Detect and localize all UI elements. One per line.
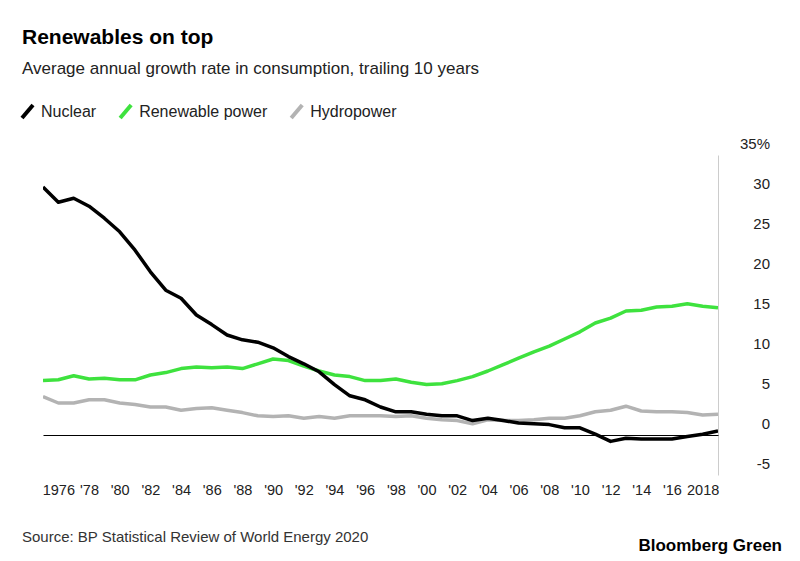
x-tick-label: '90 (264, 482, 283, 498)
y-tick: 5 (718, 375, 770, 396)
x-tick-label: '84 (172, 482, 191, 498)
x-tick-label: '04 (479, 482, 498, 498)
y-tick-label: -5 (757, 455, 770, 472)
legend-item: Nuclear (22, 103, 97, 120)
y-tick-label: 30 (753, 175, 770, 192)
x-tick: '94 (326, 435, 345, 498)
x-tick-label: '14 (632, 482, 651, 498)
series-line (43, 304, 718, 385)
y-tick: 0 (718, 415, 770, 436)
x-tick-label: '80 (111, 482, 130, 498)
x-tick-label: '06 (510, 482, 529, 498)
x-tick: '10 (571, 435, 590, 498)
y-tick: 35% (718, 135, 770, 156)
source: Source: BP Statistical Review of World E… (22, 528, 368, 545)
x-tick: '88 (233, 435, 252, 498)
x-tick-label: '88 (233, 482, 252, 498)
title: Renewables on top (22, 25, 213, 48)
x-tick-label: '78 (80, 482, 99, 498)
x-tick: 2018 (687, 435, 719, 498)
legend-label: Renewable power (139, 103, 268, 120)
y-tick: 10 (718, 335, 770, 356)
x-tick: '98 (387, 435, 406, 498)
legend-label: Hydropower (310, 103, 397, 120)
y-tick: 30 (718, 175, 770, 196)
x-tick-label: 1976 (43, 482, 75, 498)
x-tick: '84 (172, 435, 191, 498)
x-tick-label: 2018 (687, 482, 719, 498)
x-tick: '80 (111, 435, 130, 498)
y-tick-label: 0 (762, 415, 770, 432)
x-tick: '96 (356, 435, 375, 498)
x-axis: 1976 '78 '80 '82 '84 '86 '88 '90 '92 '94 '96 '98 '00… (43, 435, 720, 498)
x-tick-label: '16 (663, 482, 682, 498)
legend-item: Hydropower (291, 103, 397, 120)
x-tick-label: '02 (448, 482, 467, 498)
legend-swatch (22, 105, 33, 118)
x-tick: '90 (264, 435, 283, 498)
y-tick-label: 20 (753, 255, 770, 272)
chart: Renewables on top Average annual growth r… (0, 0, 800, 561)
legend-label: Nuclear (41, 103, 97, 120)
x-tick: '12 (602, 435, 621, 498)
y-tick: 20 (718, 255, 770, 276)
y-axis: -5 0 5 10 15 20 25 30 35% (718, 135, 770, 476)
y-tick: 25 (718, 215, 770, 236)
x-tick-label: '82 (141, 482, 160, 498)
y-tick-label: 10 (753, 335, 770, 352)
subtitle: Average annual growth rate in consumptio… (22, 59, 479, 78)
series-line (43, 397, 718, 424)
x-tick: '08 (540, 435, 559, 498)
x-tick-label: '00 (418, 482, 437, 498)
credit: Bloomberg Green (638, 536, 782, 555)
x-tick: '86 (203, 435, 222, 498)
x-tick: 1976 (43, 435, 75, 498)
x-tick: '06 (510, 435, 529, 498)
x-tick: '00 (418, 435, 437, 498)
x-tick-label: '12 (602, 482, 621, 498)
series-line (43, 187, 718, 441)
x-tick-label: '08 (540, 482, 559, 498)
y-tick: -5 (718, 455, 770, 476)
x-tick-label: '86 (203, 482, 222, 498)
y-tick-label: 35% (740, 135, 770, 152)
x-tick-label: '94 (326, 482, 345, 498)
x-axis-line (44, 435, 719, 436)
y-tick-label: 25 (753, 215, 770, 232)
legend-swatch (291, 105, 302, 118)
x-tick: '92 (295, 435, 314, 498)
x-tick: '04 (479, 435, 498, 498)
y-tick-label: 5 (762, 375, 770, 392)
y-tick-label: 15 (753, 295, 770, 312)
x-tick: '14 (632, 435, 651, 498)
legend: Nuclear Renewable power Hydropower (22, 103, 397, 120)
x-tick: '16 (663, 435, 682, 498)
x-tick-label: '92 (295, 482, 314, 498)
plot-area (43, 187, 718, 441)
legend-item: Renewable power (120, 103, 268, 120)
x-tick-label: '96 (356, 482, 375, 498)
x-tick-label: '98 (387, 482, 406, 498)
y-tick: 15 (718, 295, 770, 316)
x-tick: '82 (141, 435, 160, 498)
x-tick: '78 (80, 435, 99, 498)
y-axis-line (718, 156, 719, 476)
x-tick: '02 (448, 435, 467, 498)
legend-swatch (120, 105, 131, 118)
x-tick-label: '10 (571, 482, 590, 498)
